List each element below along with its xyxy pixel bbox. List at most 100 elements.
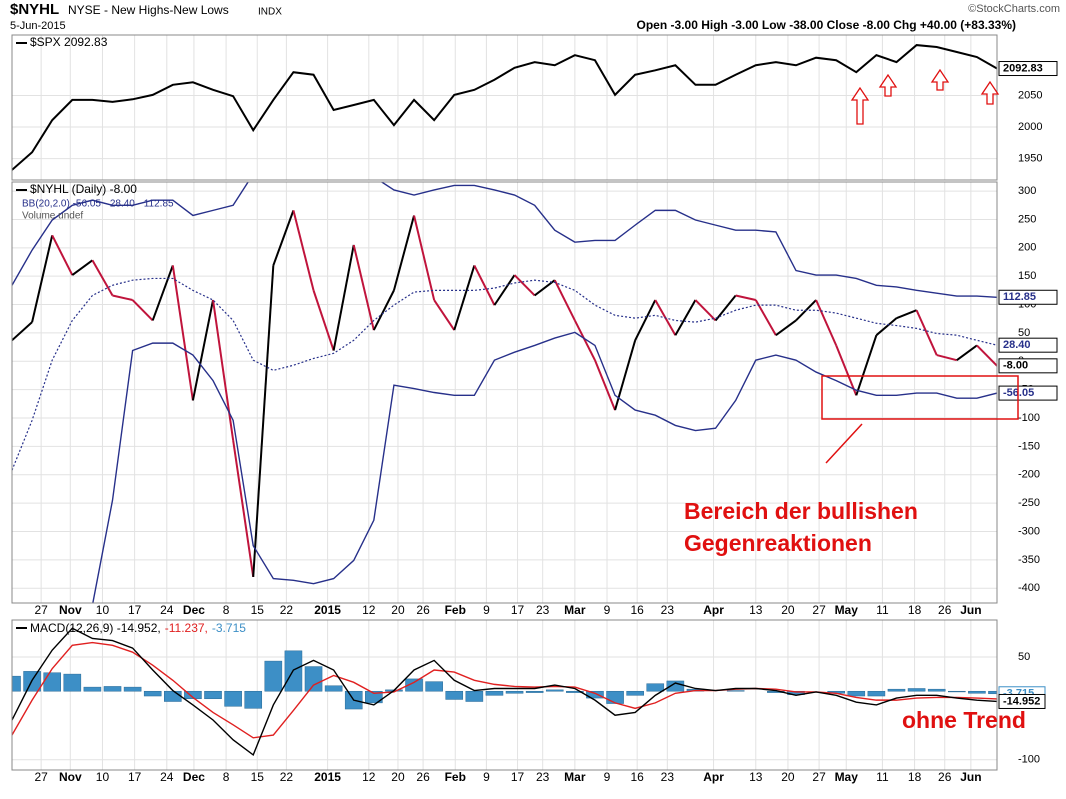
x-tick-label: 12 [362,603,376,617]
y-tick-label: 2050 [1018,89,1042,101]
y-tick-label: 150 [1018,270,1036,282]
y-tick-label: 50 [1018,327,1030,339]
histogram-bar [365,690,383,704]
x-tick-label: 20 [391,770,405,784]
histogram-bar [264,660,283,692]
histogram-bar [867,690,886,697]
series-group [12,627,997,757]
price-segment [332,244,355,351]
price-segment [191,299,215,401]
exchange: INDX [258,7,282,18]
price-segment [292,210,315,291]
price-segment [694,299,717,322]
x-tick-label: 23 [536,603,550,617]
legend-part: MACD(12,26,9) -14.952, [30,621,161,635]
x-tick-label: 22 [280,603,294,617]
histogram-bar [204,690,222,700]
price-segment [855,334,878,396]
x-tick-label: 2015 [314,770,341,784]
last-value-label: -8.00 [1003,360,1028,372]
histogram-bar [666,680,685,692]
price-segment [453,265,476,331]
x-tick-label: 13 [749,770,763,784]
price-segment [936,354,958,362]
legend: MACD(12,26,9) -14.952, -11.237, -3.715 [30,621,246,635]
arrows [850,68,1000,125]
x-tick-label: Nov [59,770,82,784]
histogram-bar [43,672,61,692]
x-tick-label: 13 [749,603,763,617]
price-segment [754,299,777,336]
line [12,44,997,171]
price-segment [232,440,255,578]
x-tick-label: Apr [703,603,724,617]
y-tick-label: -250 [1018,497,1040,509]
histogram-bar [465,690,484,702]
x-tick-label: Jun [960,603,981,617]
x-tick-label: 9 [483,603,490,617]
x-tick-label: Jun [960,770,981,784]
x-tick-label: Mar [564,603,586,617]
price-segment [573,319,596,361]
legend: BB(20,2.0) -56.05 - 28.40 - 112.85 [22,199,174,210]
histogram-bar [425,681,443,692]
x-tick-label: 20 [781,603,795,617]
histogram-bar [445,690,464,700]
price-segment [775,319,797,337]
y-tick-label: -400 [1018,582,1040,594]
x-tick-label: 12 [362,770,376,784]
histogram-bar [164,690,182,702]
x-tick-label: 23 [536,770,550,784]
price-segment [312,290,335,351]
annotation: ohne Trend [902,707,1026,733]
x-tick-label: 20 [391,603,405,617]
ohlc: Open -3.00 High -3.00 Low -38.00 Close -… [637,18,1016,32]
price-segment [534,279,556,297]
y-tick-label: 300 [1018,185,1036,197]
x-tick-label: 15 [251,770,265,784]
histogram-bar [224,690,242,707]
pointer [825,423,863,464]
highlight-box [821,375,1019,420]
histogram-bar [545,689,564,692]
histogram-bar [485,690,504,696]
x-tick-label: Mar [564,770,586,784]
legend: Volume undef [22,211,83,222]
last-value-label: 28.40 [1003,339,1031,351]
x-tick-label: 24 [160,603,174,617]
price-segment [614,340,637,411]
histogram-bar [927,688,946,692]
histogram-bar [887,688,906,692]
legend-part: -11.237, [165,621,208,635]
x-tick-label: 11 [876,603,889,617]
histogram-bar [505,690,524,694]
x-tick-label: 18 [908,770,922,784]
series-group [12,182,997,603]
price-segment [91,259,114,296]
line [12,277,997,471]
histogram-bar [566,690,584,693]
x-tick-label: 23 [661,770,675,784]
x-tick-label: 8 [223,770,230,784]
x-tick-label: 2015 [314,603,341,617]
line [92,331,997,603]
date: 5-Jun-2015 [10,20,66,32]
x-tick-label: 27 [812,603,826,617]
last-value-box [998,61,1058,77]
price-segment [634,299,657,341]
x-tick-label: 17 [128,603,142,617]
x-tick-label: 22 [280,770,294,784]
x-tick-label: 8 [223,603,230,617]
price-segment [171,265,194,401]
histogram-bar [525,690,544,693]
price-segment [272,210,295,266]
price-segment [252,265,275,577]
x-tick-label: 9 [604,603,611,617]
x-tick-label: 17 [128,770,142,784]
x-tick-label: 17 [511,603,525,617]
histogram-bar [726,690,745,692]
symbol: $NYHL [10,1,59,18]
last-value-label: -14.952 [1003,695,1040,707]
histogram-bar [143,690,162,697]
